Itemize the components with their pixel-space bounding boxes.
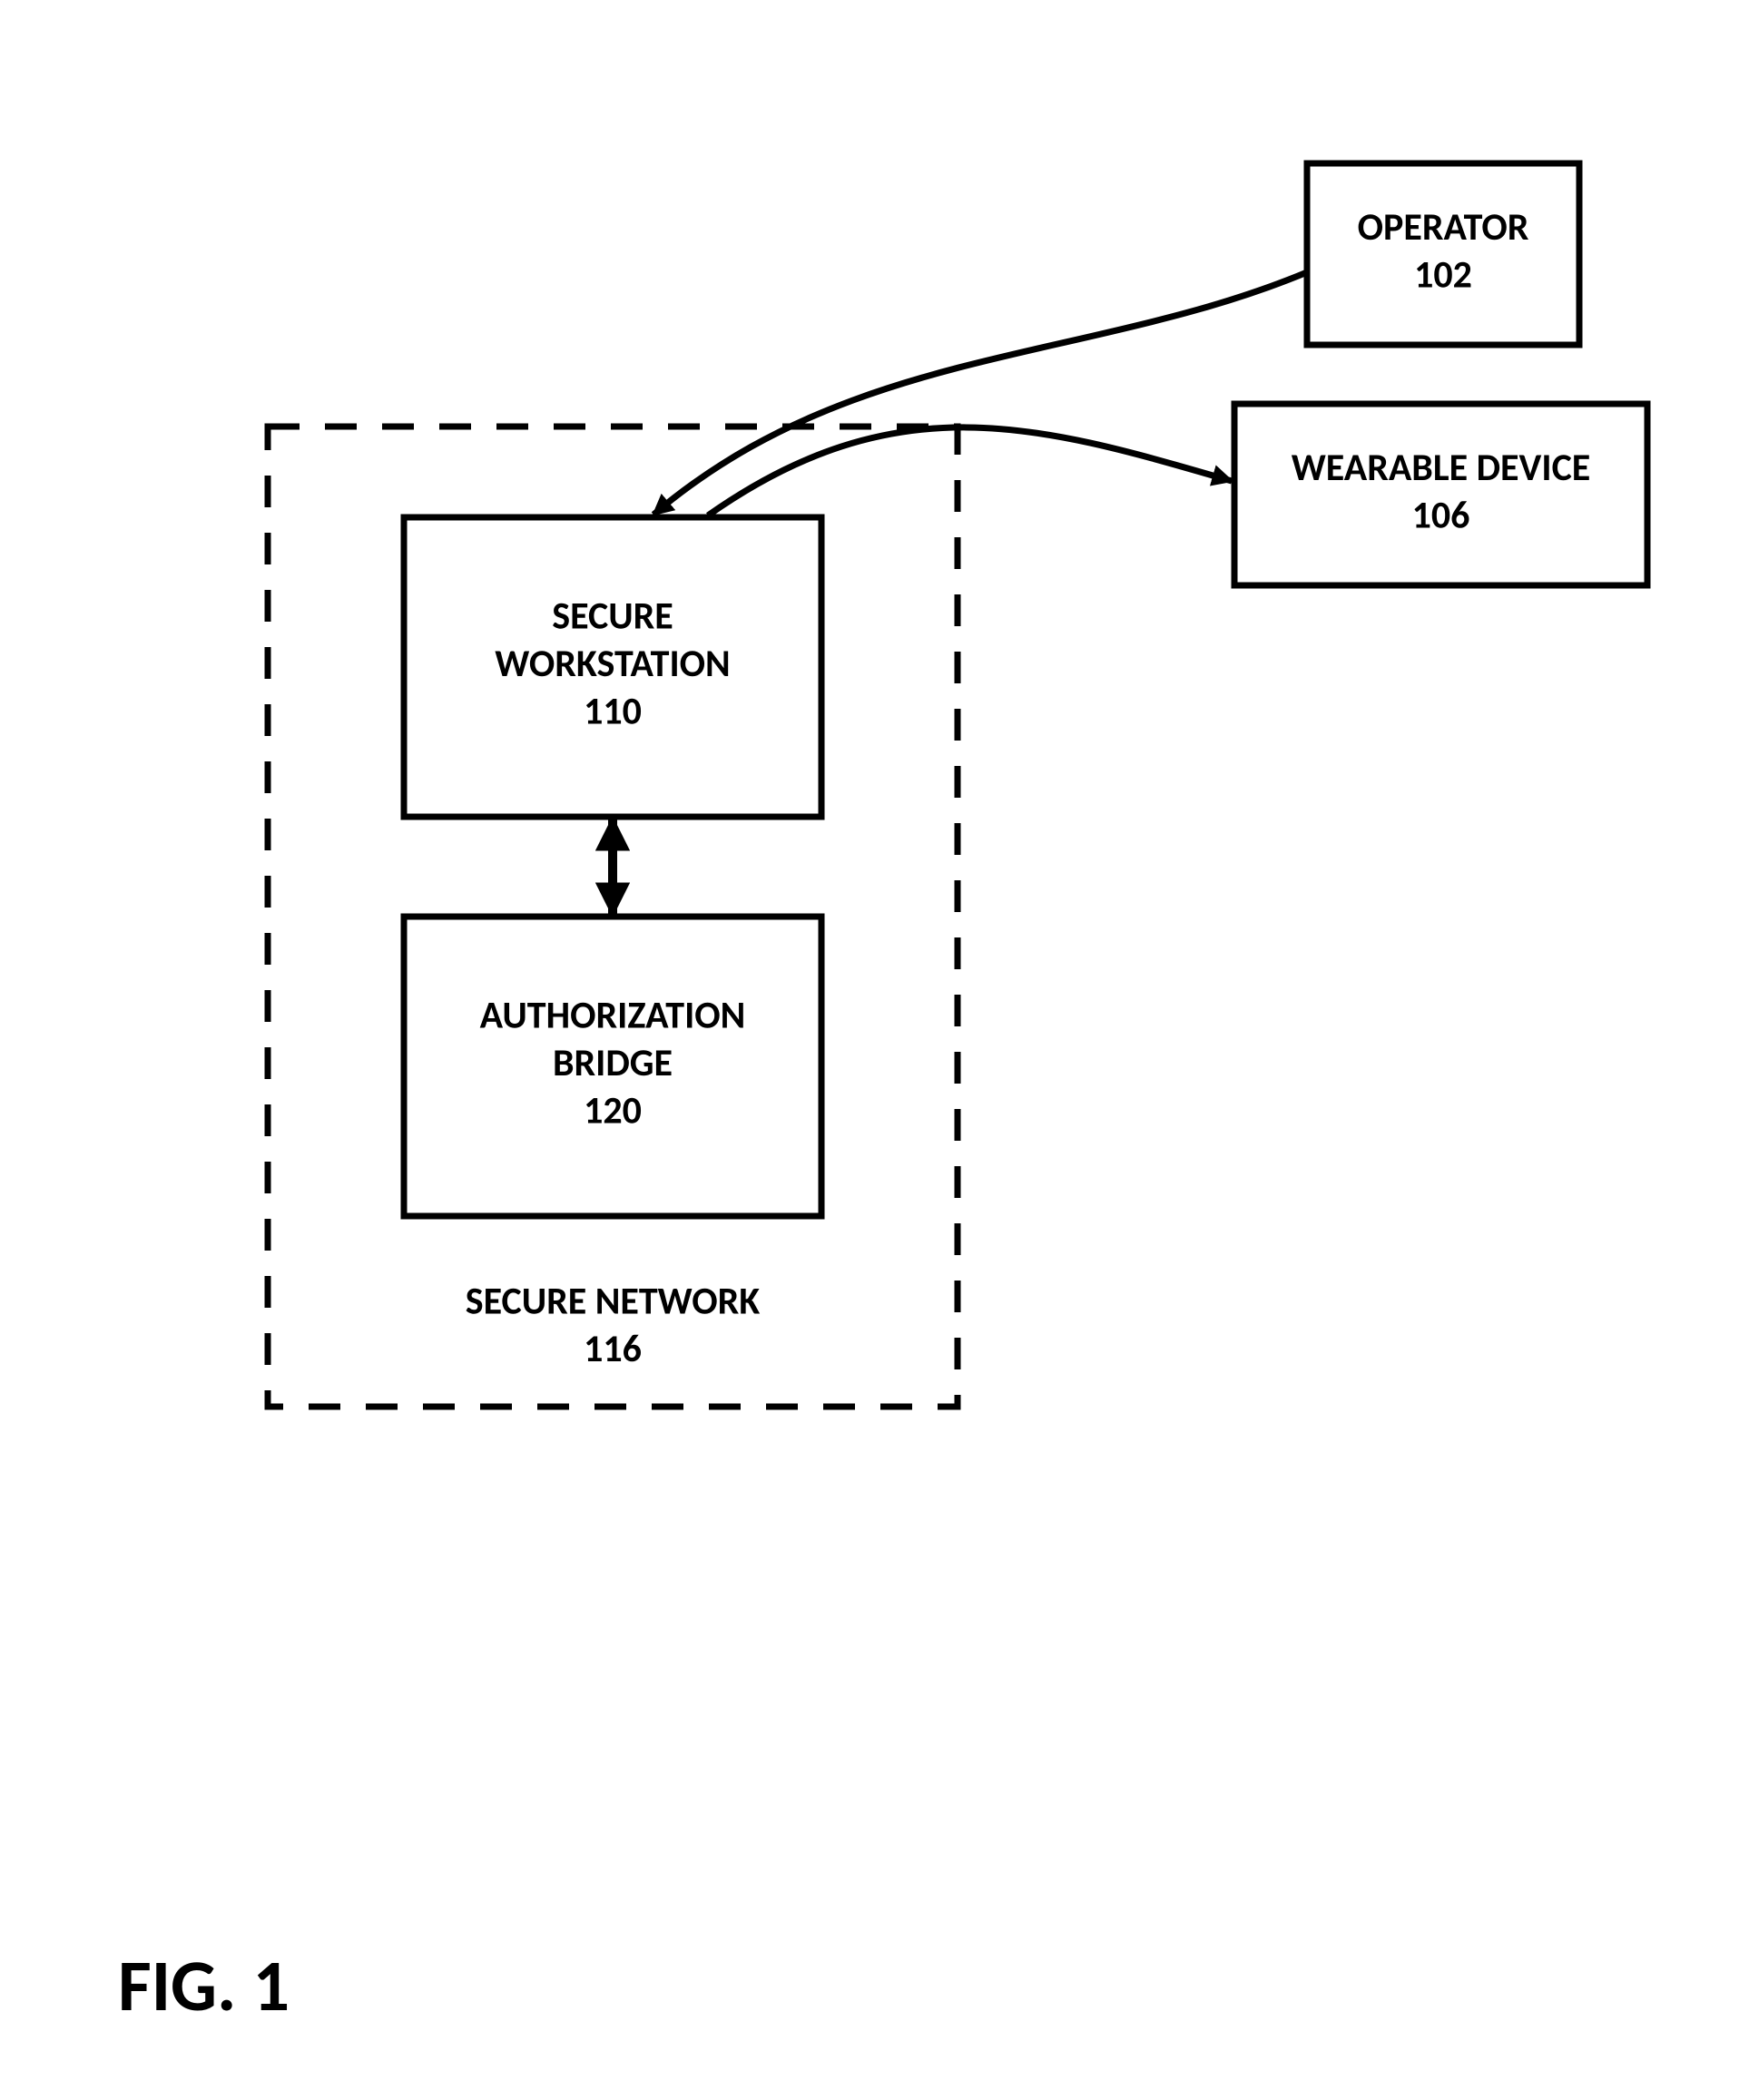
edge-operator-to-ws [653,272,1307,515]
node-secure-network-label-0: SECURE NETWORK [466,1279,761,1325]
node-wearable-label-0: WEARABLE DEVICE [1292,445,1591,491]
node-auth-bridge-label-0: AUTHORIZATION [480,993,746,1039]
node-auth-bridge: AUTHORIZATIONBRIDGE120 [404,917,821,1216]
figure-label: FIG. 1 [118,1942,290,2030]
node-operator-label-1: 102 [1414,251,1472,298]
node-operator: OPERATOR102 [1307,163,1579,345]
node-auth-bridge-label-1: BRIDGE [553,1040,673,1086]
node-auth-bridge-label-2: 120 [584,1088,642,1134]
node-secure-workstation-label-2: 110 [584,689,642,735]
node-secure-workstation: SECUREWORKSTATION110 [404,517,821,817]
figure-1-diagram: OPERATOR102 WEARABLE DEVICE106 SECURE NETW… [0,0,1749,2100]
node-secure-workstation-label-1: WORKSTATION [495,641,730,687]
node-secure-network-label-1: 116 [584,1326,642,1372]
node-operator-label-0: OPERATOR [1358,204,1529,250]
node-wearable: WEARABLE DEVICE106 [1234,404,1647,585]
edge-ws-to-wearable [708,427,1232,515]
node-wearable-label-1: 106 [1412,492,1470,538]
node-secure-workstation-label-0: SECURE [552,594,673,640]
